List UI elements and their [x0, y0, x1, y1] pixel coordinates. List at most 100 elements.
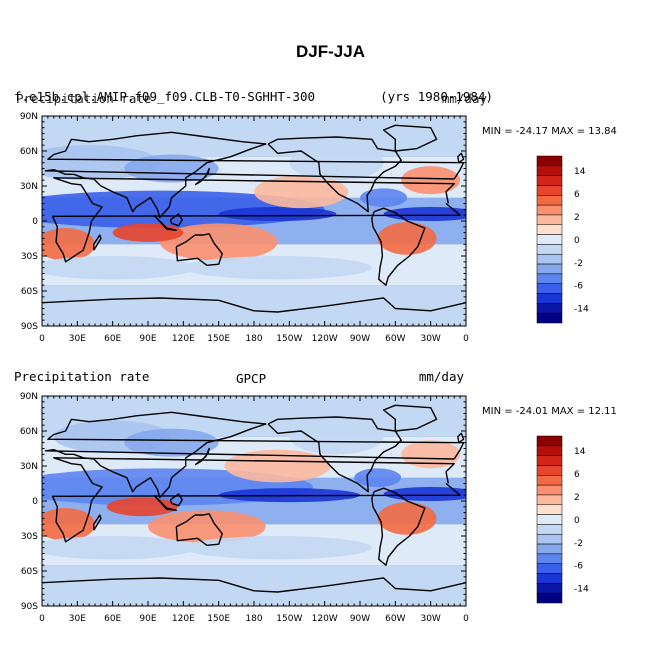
- coastline: [169, 493, 183, 507]
- colorbar-swatch: [536, 583, 563, 594]
- colorbar-swatch: [536, 543, 563, 555]
- lon-label: 90E: [139, 334, 156, 344]
- lon-label: 150E: [207, 334, 230, 344]
- colorbar-swatch: [536, 494, 563, 506]
- lat-label: 30S: [21, 532, 38, 542]
- lon-label: 60E: [104, 614, 121, 624]
- colorbar-label: -14: [574, 305, 589, 315]
- colorbar-swatch: [536, 553, 563, 564]
- colorbar-label: -6: [574, 562, 583, 572]
- field-blob: [354, 468, 402, 487]
- panel-1-header-right-overlay: mm/day: [441, 91, 487, 106]
- colorbar-swatch: [536, 563, 563, 574]
- colorbar-swatch: [536, 155, 563, 167]
- lon-label: 150W: [276, 614, 302, 624]
- field-blob: [218, 207, 337, 221]
- field-blob: [377, 222, 437, 255]
- colorbar-label: -2: [574, 259, 583, 269]
- coastline: [175, 233, 223, 266]
- coastline: [194, 447, 210, 466]
- lon-label: 60W: [385, 614, 405, 624]
- field-blob: [289, 419, 384, 455]
- field-blob: [124, 428, 219, 457]
- colorbar-swatch: [536, 445, 563, 456]
- lon-label: 150E: [207, 614, 230, 624]
- lon-label: 90W: [350, 334, 370, 344]
- colorbar-label: 6: [574, 470, 580, 480]
- field-blob: [159, 223, 278, 261]
- coastline: [267, 416, 402, 493]
- colorbar-swatch: [536, 484, 563, 496]
- lon-label: 120E: [172, 334, 195, 344]
- lat-label: 60S: [21, 287, 38, 297]
- colorbar-swatch: [536, 175, 563, 186]
- colorbar-swatch: [536, 263, 563, 275]
- field-blob: [183, 536, 372, 560]
- coastline: [51, 177, 461, 263]
- field-blob: [112, 223, 184, 243]
- lon-label: 180: [245, 334, 262, 344]
- coastline: [457, 432, 465, 444]
- panel-2-stats: MIN = -24.01 MAX = 12.11: [482, 406, 617, 417]
- colorbar-swatch: [536, 455, 563, 466]
- colorbar-label: 2: [574, 213, 580, 223]
- colorbar-swatch: [536, 312, 563, 324]
- lon-label: 120W: [312, 614, 338, 624]
- lon-label: 60E: [104, 334, 121, 344]
- colorbar-swatch: [536, 224, 563, 235]
- field-blob: [106, 497, 178, 517]
- colorbar-swatch: [536, 234, 563, 245]
- field-blob: [383, 207, 466, 221]
- colorbar-label: -2: [574, 539, 583, 549]
- lat-label: 30N: [20, 182, 38, 192]
- model-panel: f.e15b.cpl.AMIP.f09_f09.CLB-T0-SGHHT-300…: [0, 82, 661, 357]
- colorbar-swatch: [536, 293, 563, 304]
- lon-label: 30E: [69, 614, 86, 624]
- panel-1-header-right: (yrs 1980-1984): [380, 89, 493, 104]
- lon-label: 30W: [420, 334, 440, 344]
- field-blob: [401, 440, 461, 469]
- lat-label: 0: [32, 497, 38, 507]
- colorbar-swatch: [536, 195, 563, 206]
- field-blob: [42, 256, 196, 280]
- lat-label: 30S: [21, 252, 38, 262]
- field-blob: [383, 487, 466, 501]
- coastline: [42, 577, 466, 593]
- colorbar-swatch: [536, 504, 563, 515]
- lon-label: 30E: [69, 334, 86, 344]
- colorbar-swatch: [536, 253, 563, 265]
- lon-label: 150W: [276, 334, 302, 344]
- lat-label: 60S: [21, 567, 38, 577]
- coastline: [194, 167, 210, 186]
- lon-label: 120W: [312, 334, 338, 344]
- field-blob: [254, 175, 349, 209]
- lat-label: 90N: [20, 112, 38, 122]
- lat-label: 30N: [20, 462, 38, 472]
- panel-1-header-left: f.e15b.cpl.AMIP.f09_f09.CLB-T0-SGHHT-300: [14, 89, 316, 104]
- coastline: [153, 494, 177, 511]
- colorbar-swatch: [536, 303, 563, 314]
- coastline: [382, 404, 438, 432]
- coastline: [44, 411, 465, 499]
- lat-label: 0: [32, 217, 38, 227]
- lon-label: 30W: [420, 614, 440, 624]
- coastline: [457, 152, 465, 164]
- coastline: [371, 487, 426, 566]
- field-blob: [377, 502, 437, 535]
- colorbar-label: 0: [574, 236, 580, 246]
- field-blob: [183, 256, 372, 280]
- lat-band: [42, 565, 466, 606]
- colorbar-swatch: [536, 465, 563, 476]
- coastline: [153, 214, 177, 231]
- lat-label: 60N: [20, 427, 38, 437]
- coastline: [44, 131, 465, 219]
- lon-label: 90E: [139, 614, 156, 624]
- colorbar-label: 6: [574, 190, 580, 200]
- field-blob: [42, 228, 95, 261]
- colorbar-swatch: [536, 214, 563, 226]
- colorbar-swatch: [536, 435, 563, 447]
- field-blob: [42, 508, 95, 541]
- colorbar-label: 2: [574, 493, 580, 503]
- lon-label: 120E: [172, 614, 195, 624]
